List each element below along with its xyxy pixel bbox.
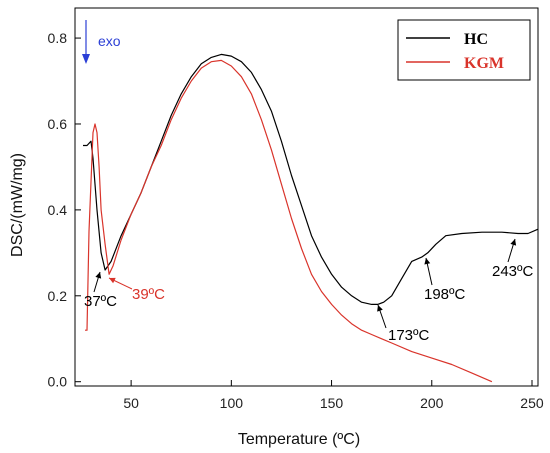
- x-tick-label: 150: [320, 395, 344, 411]
- annotation-arrow-head-icon: [109, 277, 116, 284]
- x-tick-label: 50: [123, 395, 139, 411]
- annotation-label: 198ºC: [424, 286, 466, 303]
- x-axis-title: Temperature (ºC): [238, 431, 360, 448]
- annotation-label: 243ºC: [492, 263, 534, 280]
- annotation-label: 173ºC: [388, 327, 430, 344]
- legend-label-hc: HC: [464, 31, 488, 48]
- legend-label-kgm: KGM: [464, 55, 504, 72]
- series-line-kgm: [85, 59, 493, 383]
- annotation-arrow-head-icon: [424, 258, 431, 265]
- exo-label: exo: [98, 33, 121, 49]
- annotation-arrow-head-icon: [95, 272, 102, 279]
- y-axis-title: DSC/(mW/mg): [9, 153, 26, 257]
- x-tick-label: 100: [220, 395, 244, 411]
- plot-frame: [74, 7, 539, 387]
- legend-box: [397, 19, 531, 81]
- y-tick-label: 0.6: [48, 116, 68, 132]
- annotation-label: 37ºC: [84, 293, 117, 310]
- annotation-arrow-head-icon: [510, 239, 517, 246]
- series-line-hc: [83, 53, 539, 305]
- x-tick-label: 200: [420, 395, 444, 411]
- annotation-label: 39ºC: [132, 286, 165, 303]
- y-tick-label: 0.8: [48, 30, 68, 46]
- y-tick-label: 0.0: [48, 374, 68, 390]
- y-tick-label: 0.4: [48, 202, 68, 218]
- x-tick-label: 250: [520, 395, 544, 411]
- exo-arrow-head-icon: [82, 54, 90, 64]
- y-tick-label: 0.2: [48, 288, 68, 304]
- annotation-arrow-head-icon: [377, 305, 383, 312]
